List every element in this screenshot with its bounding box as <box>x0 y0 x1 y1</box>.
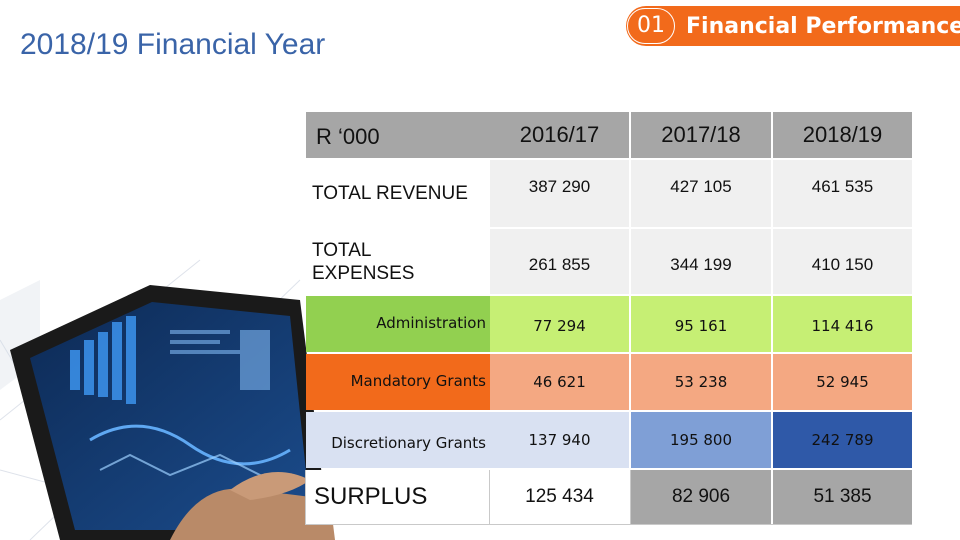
section-label: Financial Performance <box>686 14 960 39</box>
table-cell: 195 800 <box>631 412 771 468</box>
row-label-discretionary-grants: Discretionary Grants <box>306 412 490 468</box>
table-cell: 427 105 <box>631 160 771 227</box>
table-cell: 77 294 <box>490 296 629 352</box>
table-cell: 410 150 <box>773 229 912 294</box>
row-label-mandatory-grants: Mandatory Grants <box>306 354 490 410</box>
table-cell: 114 416 <box>773 296 912 352</box>
table-left-border <box>305 470 306 524</box>
table-header-unit: R ‘000 <box>306 112 490 158</box>
table-cell: 261 855 <box>490 229 629 294</box>
table-cell: 125 434 <box>490 470 629 524</box>
table-cell: 95 161 <box>631 296 771 352</box>
row-label-surplus: SURPLUS <box>306 470 490 524</box>
table-cell: 46 621 <box>490 354 629 410</box>
table-bottom-border <box>305 524 912 525</box>
section-banner <box>626 6 960 46</box>
table-cell: 461 535 <box>773 160 912 227</box>
table-header-col-2016: 2016/17 <box>490 112 629 158</box>
table-cell: 52 945 <box>773 354 912 410</box>
table-cell: 242 789 <box>773 412 912 468</box>
row-label-total-revenue: TOTAL REVENUE <box>312 183 468 204</box>
table-header-col-2018: 2018/19 <box>773 112 912 158</box>
table-cell: 82 906 <box>631 470 771 524</box>
slide-title: 2018/19 Financial Year <box>20 28 326 61</box>
row-label-administration: Administration <box>306 296 490 352</box>
table-cell: 344 199 <box>631 229 771 294</box>
row-label-total-expenses: TOTAL EXPENSES <box>312 240 415 284</box>
table-col-divider <box>489 470 490 524</box>
table-header-col-2017: 2017/18 <box>631 112 771 158</box>
table-cell: 137 940 <box>490 412 629 468</box>
table-cell: 53 238 <box>631 354 771 410</box>
table-cell: 387 290 <box>490 160 629 227</box>
table-cell: 51 385 <box>773 470 912 524</box>
tablet-illustration <box>0 259 335 540</box>
table-col-divider <box>630 470 631 524</box>
section-number: 01 <box>627 8 675 44</box>
hand-shape <box>170 488 335 540</box>
